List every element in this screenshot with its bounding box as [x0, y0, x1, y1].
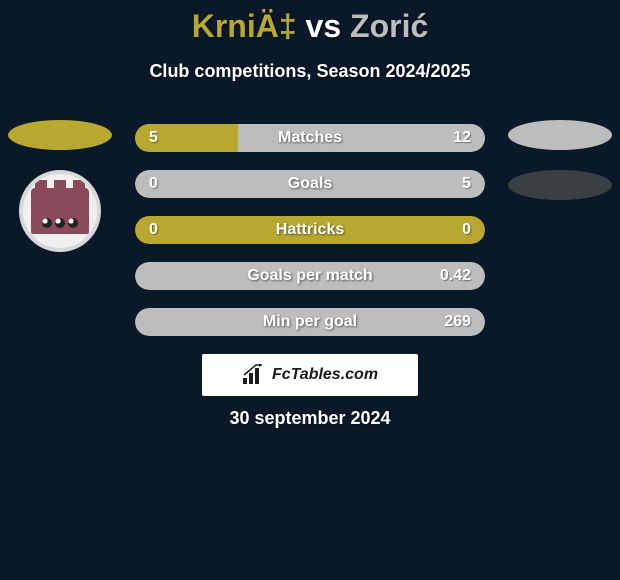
club-crest-cittadella: A.S. CITTADELLA	[19, 170, 101, 252]
stat-value-left: 5	[149, 129, 158, 147]
bar-chart-icon	[242, 364, 266, 386]
stat-row: 5 12 Matches	[135, 124, 485, 152]
stat-value-left: 0	[149, 221, 158, 239]
stat-value-right: 0.42	[440, 267, 471, 285]
stat-row: 0 0 Hattricks	[135, 216, 485, 244]
stat-value-right: 5	[462, 175, 471, 193]
stat-value-right: 12	[453, 129, 471, 147]
left-badge-column: A.S. CITTADELLA	[0, 120, 120, 252]
title-player2: Zorić	[350, 8, 428, 44]
title-player1: KrniÄ‡	[192, 8, 297, 44]
right-badge-column	[500, 120, 620, 220]
attribution-text: FcTables.com	[272, 366, 378, 384]
stat-label: Matches	[278, 129, 342, 147]
subtitle: Club competitions, Season 2024/2025	[0, 61, 620, 82]
right-ellipse-badge-2	[508, 170, 612, 200]
comparison-bars: 5 12 Matches 0 5 Goals 0 0 Hattricks 0.42 Goals pe…	[135, 124, 485, 354]
stat-label: Goals	[288, 175, 332, 193]
stat-label: Hattricks	[276, 221, 344, 239]
stat-row: 0.42 Goals per match	[135, 262, 485, 290]
page-title: KrniÄ‡ vs Zorić	[0, 0, 620, 45]
stat-label: Min per goal	[263, 313, 357, 331]
stat-value-left: 0	[149, 175, 158, 193]
attribution-badge: FcTables.com	[202, 354, 418, 396]
title-vs: vs	[306, 8, 342, 44]
stat-value-right: 0	[462, 221, 471, 239]
right-ellipse-badge-1	[508, 120, 612, 150]
left-ellipse-badge	[8, 120, 112, 150]
stat-label: Goals per match	[247, 267, 372, 285]
crest-castle-icon	[31, 188, 89, 234]
stat-row: 0 5 Goals	[135, 170, 485, 198]
stat-value-right: 269	[444, 313, 471, 331]
date-label: 30 september 2024	[229, 408, 390, 429]
stat-row: 269 Min per goal	[135, 308, 485, 336]
